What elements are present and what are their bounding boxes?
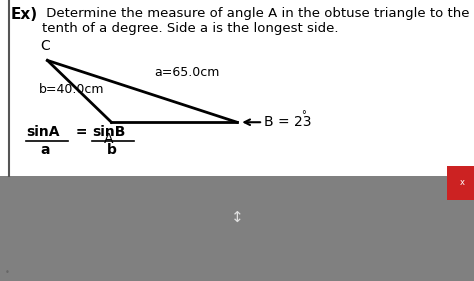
Text: A: A: [104, 132, 114, 146]
Text: b=40.0cm: b=40.0cm: [39, 83, 105, 96]
Text: a: a: [40, 143, 50, 157]
Bar: [0, 176, 474, 281]
Text: a=65.0cm: a=65.0cm: [154, 66, 219, 79]
Text: °: °: [301, 110, 306, 120]
Bar: [0, 0, 474, 176]
Text: b: b: [107, 143, 116, 157]
Text: x: x: [460, 178, 465, 187]
Text: B = 23: B = 23: [264, 115, 312, 129]
Text: =: =: [71, 125, 92, 139]
Text: ↕: ↕: [231, 210, 243, 225]
Text: Ex): Ex): [10, 7, 37, 22]
Text: C: C: [40, 39, 50, 53]
Text: Determine the measure of angle A in the obtuse triangle to the
tenth of a degree: Determine the measure of angle A in the …: [42, 7, 469, 35]
Text: sinB: sinB: [92, 125, 126, 139]
Text: •: •: [5, 268, 9, 277]
Text: sinA: sinA: [26, 125, 60, 139]
